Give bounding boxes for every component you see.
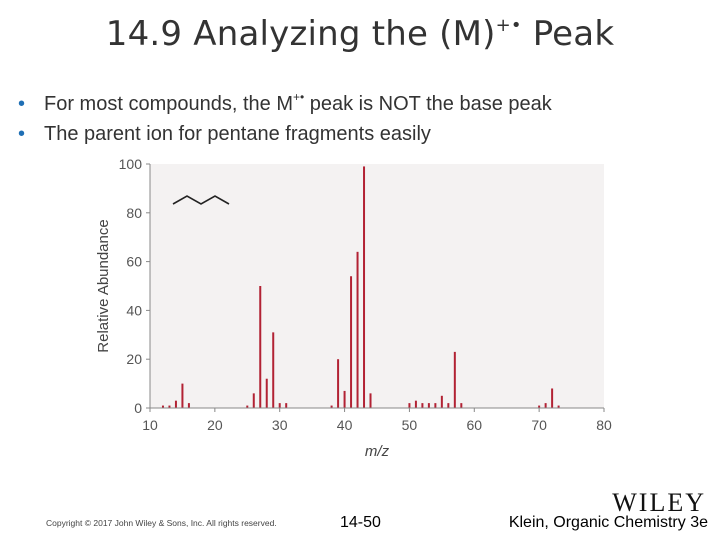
y-tick-label: 0 — [134, 400, 142, 416]
spectrum-bar — [440, 395, 443, 408]
spectrum-bar — [453, 351, 456, 408]
footer-page-number: 14-50 — [340, 514, 381, 531]
spectrum-bar — [350, 276, 353, 408]
y-tick-label: 20 — [126, 351, 142, 367]
spectrum-bar — [447, 403, 450, 408]
spectrum-bar — [427, 403, 430, 408]
spectrum-bar — [285, 403, 288, 408]
bullet-superscript: +• — [292, 90, 305, 104]
bullet-item: • The parent ion for pentane fragments ea… — [18, 112, 552, 145]
spectrum-bar — [181, 383, 184, 408]
bullet-text-pre: For most compounds, the M — [44, 93, 293, 115]
y-tick-label: 60 — [126, 254, 142, 270]
spectrum-bar — [408, 403, 411, 408]
spectrum-bar — [246, 405, 249, 408]
slide-title: 14.9 Analyzing the (M)+• Peak — [0, 14, 720, 54]
spectrum-bar — [259, 286, 262, 408]
spectrum-bar — [363, 166, 366, 408]
spectrum-bar — [265, 378, 268, 408]
spectrum-bar — [551, 388, 554, 408]
y-tick-label: 80 — [126, 205, 142, 221]
x-tick-label: 10 — [142, 417, 158, 433]
spectrum-bar — [343, 390, 346, 408]
title-superscript: +• — [495, 15, 522, 36]
footer-copyright: Copyright © 2017 John Wiley & Sons, Inc.… — [46, 518, 277, 528]
x-tick-label: 70 — [531, 417, 547, 433]
spectrum-bar — [434, 403, 437, 408]
title-main: 14.9 Analyzing the (M) — [105, 14, 496, 54]
spectrum-bar — [356, 251, 359, 408]
bullet-text-pre: The parent ion for pentane fragments eas… — [44, 123, 431, 145]
x-tick-label: 60 — [466, 417, 482, 433]
spectrum-bar — [369, 393, 372, 408]
y-axis-label: Relative Abundance — [95, 219, 112, 352]
spectrum-bar — [337, 359, 340, 408]
ticks-group: 10 20 30 40 50 60 70 80 0 20 40 60 80 100 — [119, 156, 612, 433]
x-tick-label: 30 — [272, 417, 288, 433]
wiley-logo: WILEY — [612, 488, 706, 517]
bars-group — [161, 166, 560, 408]
x-tick-label: 50 — [402, 417, 418, 433]
spectrum-bar — [460, 403, 463, 408]
spectrum-bar — [161, 405, 164, 408]
footer-reference: Klein, Organic Chemistry 3e — [508, 514, 708, 531]
spectrum-bar — [421, 403, 424, 408]
plot-background — [150, 164, 604, 408]
x-tick-label: 20 — [207, 417, 223, 433]
bullet-item: • For most compounds, the M+• peak is NOT… — [18, 82, 552, 115]
spectrum-bar — [538, 405, 541, 408]
spectrum-bar — [174, 400, 177, 408]
spectrum-bar — [330, 405, 333, 408]
spectrum-bar — [272, 332, 275, 408]
x-axis-label: m/z — [365, 443, 390, 460]
spectrum-bar — [544, 403, 547, 408]
y-tick-label: 100 — [119, 156, 143, 172]
spectrum-bar — [414, 400, 417, 408]
spectrum-bar — [252, 393, 255, 408]
y-tick-label: 40 — [126, 302, 142, 318]
bullet-text-post: peak is NOT the base peak — [304, 93, 552, 115]
pentane-structure-icon — [172, 195, 230, 205]
spectrum-bar — [168, 405, 171, 408]
spectrum-bar — [187, 403, 190, 408]
bullet-dot-icon: • — [18, 123, 26, 145]
bullet-list: • For most compounds, the M+• peak is NOT… — [18, 82, 552, 145]
title-tail: Peak — [521, 14, 615, 54]
spectrum-bar — [557, 405, 560, 408]
x-tick-label: 40 — [337, 417, 353, 433]
spectrum-bar — [278, 403, 281, 408]
x-tick-label: 80 — [596, 417, 612, 433]
bullet-dot-icon: • — [18, 93, 26, 115]
axes-group — [149, 164, 604, 409]
